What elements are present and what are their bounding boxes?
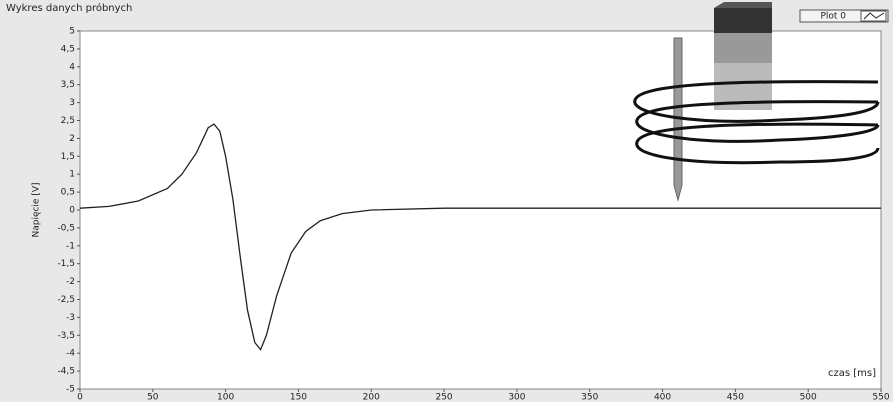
chart: Wykres danych próbnych Plot 0 Napięcie [… [0,0,893,402]
y-tick-label: -2 [66,277,75,287]
y-tick-label: 4,5 [61,44,75,54]
x-tick-label: 150 [290,393,307,402]
y-tick-label: 1 [69,170,75,180]
x-tick-label: 300 [508,393,525,402]
y-tick-label: -1 [66,241,75,251]
y-tick-label: 3 [69,98,75,108]
x-tick-label: 0 [77,393,83,402]
x-tick-label: 350 [581,393,598,402]
y-tick-label: 3,5 [61,80,75,90]
y-tick-label: -1,5 [57,259,75,269]
y-tick-label: -4 [66,349,75,359]
x-axis-label: czas [ms] [828,368,876,379]
legend-label: Plot 0 [820,12,846,22]
y-tick-label: 1,5 [61,152,75,162]
x-tick-label: 250 [435,393,452,402]
x-tick-label: 550 [872,393,889,402]
y-tick-label: -0,5 [57,223,75,233]
y-tick-label: 2 [69,134,75,144]
x-tick-label: 500 [800,393,817,402]
x-tick-label: 50 [147,393,159,402]
y-tick-label: 5 [69,27,75,37]
y-tick-label: 4 [69,62,75,72]
x-tick-label: 450 [727,393,744,402]
chart-title: Wykres danych próbnych [6,2,132,14]
y-tick-label: 0,5 [61,188,75,198]
x-tick-label: 100 [217,393,234,402]
x-tick-label: 200 [363,393,380,402]
x-tick-label: 400 [654,393,671,402]
y-tick-label: 2,5 [61,116,75,126]
y-tick-label: -2,5 [57,295,75,305]
chart-window: Wykres danych próbnych Plot 0 Napięcie [… [0,0,893,402]
y-tick-label: 0 [69,206,75,216]
y-tick-label: -3,5 [57,331,75,341]
y-tick-label: -3 [66,313,75,323]
y-tick-label: -4,5 [57,367,75,377]
y-tick-label: -5 [66,385,75,395]
y-axis-label: Napięcie [V] [32,182,42,237]
